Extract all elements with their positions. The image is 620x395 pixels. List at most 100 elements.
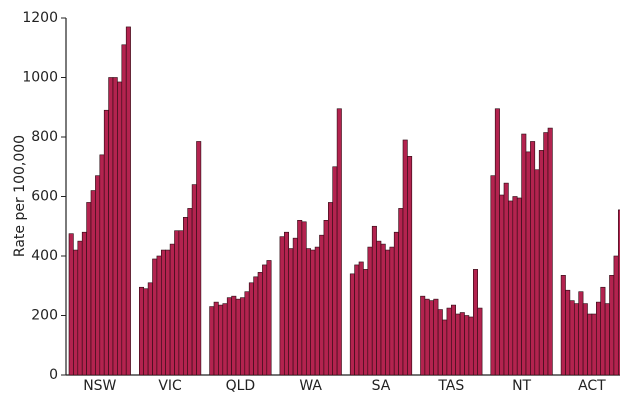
bar bbox=[468, 316, 474, 376]
bar bbox=[582, 303, 588, 376]
bar bbox=[407, 156, 413, 376]
bar bbox=[420, 295, 426, 376]
y-tick-label: 600 bbox=[31, 189, 58, 205]
bar bbox=[499, 194, 505, 376]
bar bbox=[327, 202, 333, 376]
bar bbox=[380, 243, 386, 376]
y-tick-label: 400 bbox=[31, 248, 58, 264]
bar bbox=[95, 175, 101, 376]
bar bbox=[147, 282, 153, 376]
y-tick-label: 0 bbox=[49, 367, 58, 383]
bar bbox=[424, 298, 430, 376]
x-tick-label: NT bbox=[512, 378, 531, 394]
bar bbox=[547, 127, 553, 376]
bar bbox=[68, 233, 74, 376]
x-tick-label: WA bbox=[299, 378, 322, 394]
bar bbox=[600, 286, 606, 376]
bar bbox=[367, 246, 373, 376]
bar bbox=[257, 272, 263, 376]
y-tick-label: 200 bbox=[31, 308, 58, 324]
bar bbox=[385, 249, 391, 376]
x-tick-label: TAS bbox=[437, 378, 464, 394]
bar bbox=[455, 313, 461, 376]
bar bbox=[240, 297, 246, 376]
bar bbox=[125, 26, 131, 376]
bar bbox=[143, 288, 149, 376]
bar bbox=[569, 300, 575, 376]
bar bbox=[591, 313, 597, 376]
bar bbox=[437, 309, 443, 376]
bar bbox=[165, 249, 171, 376]
bar bbox=[578, 291, 584, 376]
bar bbox=[178, 230, 184, 376]
bar bbox=[310, 249, 316, 376]
bar bbox=[81, 231, 87, 376]
bar bbox=[305, 248, 311, 376]
bar bbox=[314, 246, 320, 376]
bar bbox=[349, 273, 355, 376]
bar bbox=[288, 248, 294, 376]
bar bbox=[262, 264, 268, 376]
bar bbox=[183, 217, 189, 376]
bar bbox=[613, 255, 619, 376]
y-axis-label: Rate per 100,000 bbox=[12, 135, 28, 257]
bar bbox=[433, 298, 439, 376]
bar bbox=[376, 240, 382, 376]
bar bbox=[358, 261, 364, 376]
bar bbox=[428, 300, 434, 376]
bar bbox=[266, 260, 272, 376]
bar bbox=[231, 295, 237, 376]
bar bbox=[152, 258, 158, 376]
bar bbox=[472, 269, 478, 376]
x-tick-label: SA bbox=[372, 378, 391, 394]
bar bbox=[103, 109, 109, 376]
bar bbox=[319, 234, 325, 376]
bar bbox=[398, 208, 404, 376]
bar bbox=[595, 301, 601, 376]
bar bbox=[196, 141, 202, 376]
bar bbox=[565, 289, 571, 376]
bar bbox=[73, 249, 79, 376]
bar bbox=[292, 237, 298, 376]
bar bbox=[464, 315, 470, 376]
bar bbox=[389, 246, 395, 376]
bar bbox=[521, 133, 527, 376]
bar bbox=[213, 301, 219, 376]
bar bbox=[442, 319, 448, 376]
bar bbox=[393, 231, 399, 376]
bar bbox=[534, 169, 540, 376]
bar bbox=[191, 184, 197, 376]
x-tick-label: VIC bbox=[158, 378, 182, 394]
bar bbox=[248, 282, 254, 376]
bar bbox=[235, 298, 241, 376]
bar bbox=[99, 154, 105, 376]
bar bbox=[446, 307, 452, 376]
bar bbox=[459, 312, 465, 376]
y-tick-label: 1200 bbox=[22, 10, 58, 26]
bar bbox=[332, 166, 338, 376]
bar bbox=[530, 141, 536, 376]
bar bbox=[560, 275, 566, 376]
bar bbox=[516, 197, 522, 376]
x-tick-label: NSW bbox=[83, 378, 116, 394]
bar bbox=[336, 108, 342, 376]
bar bbox=[508, 200, 514, 376]
bar bbox=[573, 303, 579, 376]
bar bbox=[108, 77, 114, 376]
bar bbox=[587, 313, 593, 376]
bar bbox=[363, 269, 369, 376]
bar bbox=[169, 243, 175, 376]
bar bbox=[609, 275, 615, 376]
bar bbox=[283, 231, 289, 376]
bar bbox=[477, 307, 483, 376]
bar bbox=[222, 303, 228, 376]
bar bbox=[139, 286, 145, 376]
bar bbox=[354, 264, 360, 376]
bar bbox=[279, 236, 285, 376]
bar bbox=[371, 225, 377, 376]
bar bbox=[156, 255, 162, 376]
y-tick-label: 800 bbox=[31, 129, 58, 145]
bar bbox=[77, 240, 83, 376]
bar bbox=[297, 220, 303, 376]
